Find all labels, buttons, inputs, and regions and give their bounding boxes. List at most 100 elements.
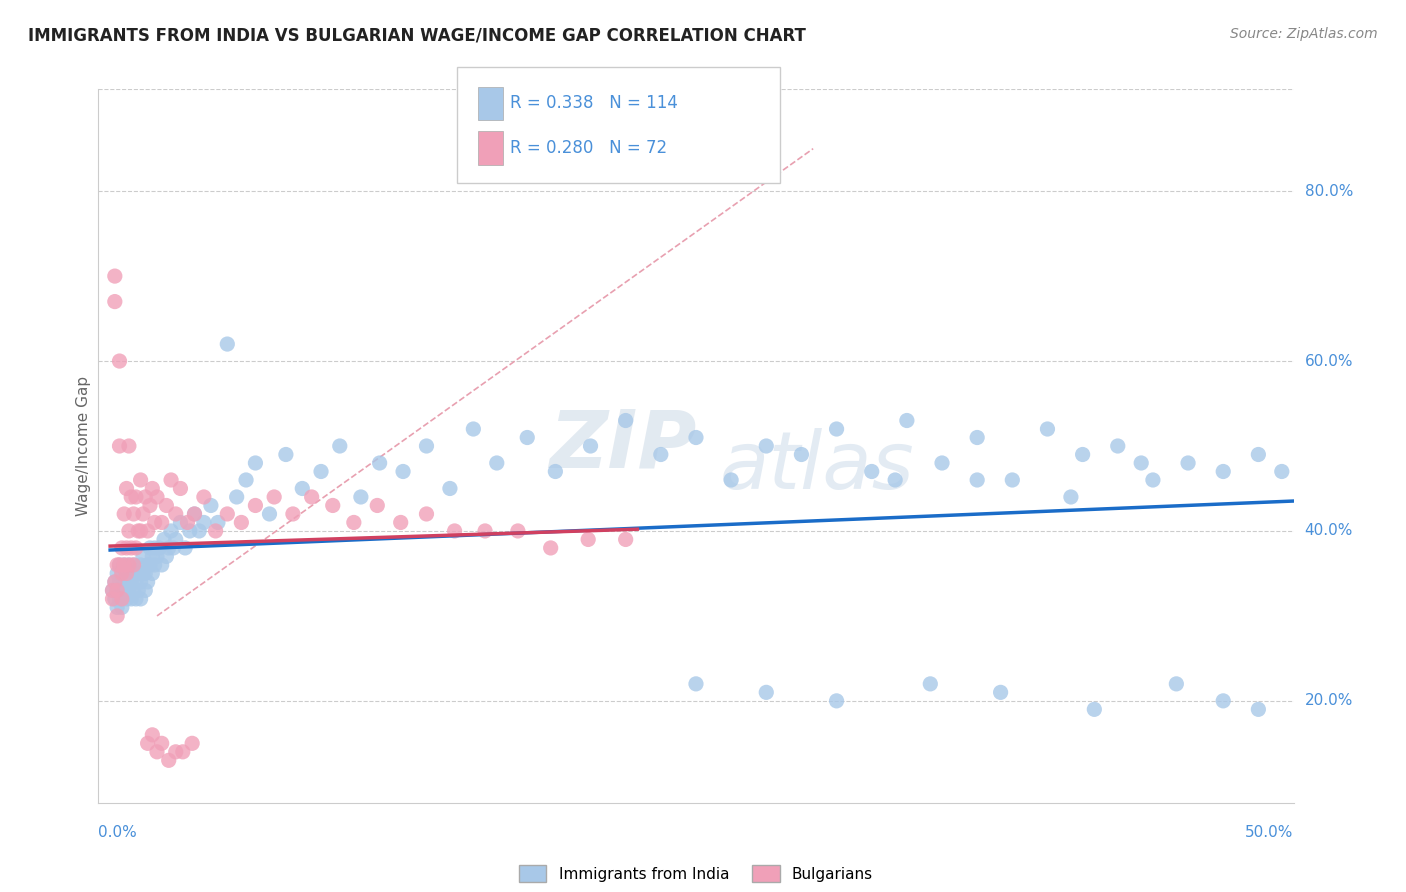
Point bbox=[111, 566, 134, 581]
Point bbox=[115, 541, 138, 555]
Point bbox=[112, 558, 135, 572]
Text: 80.0%: 80.0% bbox=[1305, 184, 1353, 199]
Point bbox=[125, 490, 148, 504]
Point bbox=[112, 574, 135, 589]
Point bbox=[104, 574, 127, 589]
Point bbox=[200, 499, 222, 513]
Point bbox=[127, 524, 149, 538]
Point bbox=[120, 566, 142, 581]
Point bbox=[755, 685, 778, 699]
Point bbox=[134, 583, 156, 598]
Point bbox=[931, 456, 953, 470]
Point bbox=[343, 516, 366, 530]
Point bbox=[990, 685, 1012, 699]
Text: ZIP: ZIP bbox=[548, 407, 696, 485]
Point bbox=[104, 269, 127, 284]
Point bbox=[111, 566, 134, 581]
Point bbox=[263, 490, 285, 504]
Point bbox=[139, 541, 162, 555]
Point bbox=[108, 558, 131, 572]
Point bbox=[122, 566, 145, 581]
Point bbox=[162, 541, 184, 555]
Point bbox=[966, 473, 988, 487]
Point bbox=[129, 574, 152, 589]
Text: 50.0%: 50.0% bbox=[1246, 825, 1294, 840]
Point bbox=[485, 456, 508, 470]
Point bbox=[115, 566, 138, 581]
Point bbox=[125, 591, 148, 606]
Point bbox=[108, 591, 131, 606]
Point bbox=[368, 456, 391, 470]
Point bbox=[650, 448, 672, 462]
Point bbox=[309, 465, 332, 479]
Point bbox=[108, 558, 131, 572]
Point bbox=[720, 473, 742, 487]
Point bbox=[1142, 473, 1164, 487]
Point bbox=[755, 439, 778, 453]
Legend: Immigrants from India, Bulgarians: Immigrants from India, Bulgarians bbox=[513, 859, 879, 888]
Point bbox=[259, 507, 281, 521]
Point bbox=[105, 583, 128, 598]
Point bbox=[141, 566, 163, 581]
Point bbox=[146, 490, 169, 504]
Point bbox=[120, 591, 142, 606]
Point bbox=[120, 490, 142, 504]
Point bbox=[136, 558, 159, 572]
Point bbox=[122, 558, 145, 572]
Point bbox=[105, 566, 128, 581]
Point bbox=[825, 694, 848, 708]
Point bbox=[207, 516, 229, 530]
Point bbox=[1166, 677, 1188, 691]
Point bbox=[183, 507, 205, 521]
Point bbox=[118, 574, 141, 589]
Point bbox=[176, 516, 198, 530]
Point bbox=[160, 473, 183, 487]
Point bbox=[1001, 473, 1024, 487]
Point bbox=[172, 745, 194, 759]
Point bbox=[474, 524, 496, 538]
Point bbox=[183, 507, 205, 521]
Point bbox=[141, 549, 163, 564]
Point bbox=[115, 583, 138, 598]
Point bbox=[120, 541, 142, 555]
Point bbox=[111, 591, 134, 606]
Point bbox=[136, 736, 159, 750]
Point bbox=[148, 541, 170, 555]
Point bbox=[153, 533, 176, 547]
Point bbox=[415, 507, 437, 521]
Point bbox=[115, 566, 138, 581]
Text: 60.0%: 60.0% bbox=[1305, 353, 1353, 368]
Point bbox=[614, 533, 637, 547]
Point bbox=[132, 549, 155, 564]
Point bbox=[825, 422, 848, 436]
Point bbox=[1107, 439, 1129, 453]
Point bbox=[105, 608, 128, 623]
Point bbox=[165, 745, 187, 759]
Point bbox=[389, 516, 412, 530]
Point bbox=[108, 439, 131, 453]
Point bbox=[165, 507, 187, 521]
Point bbox=[118, 558, 141, 572]
Point bbox=[685, 677, 707, 691]
Point bbox=[134, 566, 156, 581]
Point bbox=[193, 490, 215, 504]
Point bbox=[120, 574, 142, 589]
Point bbox=[860, 465, 883, 479]
Point bbox=[157, 541, 180, 555]
Point bbox=[1060, 490, 1083, 504]
Point bbox=[181, 736, 204, 750]
Point bbox=[1036, 422, 1059, 436]
Text: R = 0.280   N = 72: R = 0.280 N = 72 bbox=[510, 139, 668, 157]
Point bbox=[392, 465, 415, 479]
Point bbox=[245, 456, 267, 470]
Point bbox=[614, 413, 637, 427]
Point bbox=[111, 583, 134, 598]
Point bbox=[118, 583, 141, 598]
Point bbox=[122, 583, 145, 598]
Point bbox=[174, 541, 197, 555]
Text: atlas: atlas bbox=[720, 428, 915, 507]
Point bbox=[366, 499, 388, 513]
Point bbox=[1271, 465, 1294, 479]
Point bbox=[896, 413, 918, 427]
Text: IMMIGRANTS FROM INDIA VS BULGARIAN WAGE/INCOME GAP CORRELATION CHART: IMMIGRANTS FROM INDIA VS BULGARIAN WAGE/… bbox=[28, 27, 806, 45]
